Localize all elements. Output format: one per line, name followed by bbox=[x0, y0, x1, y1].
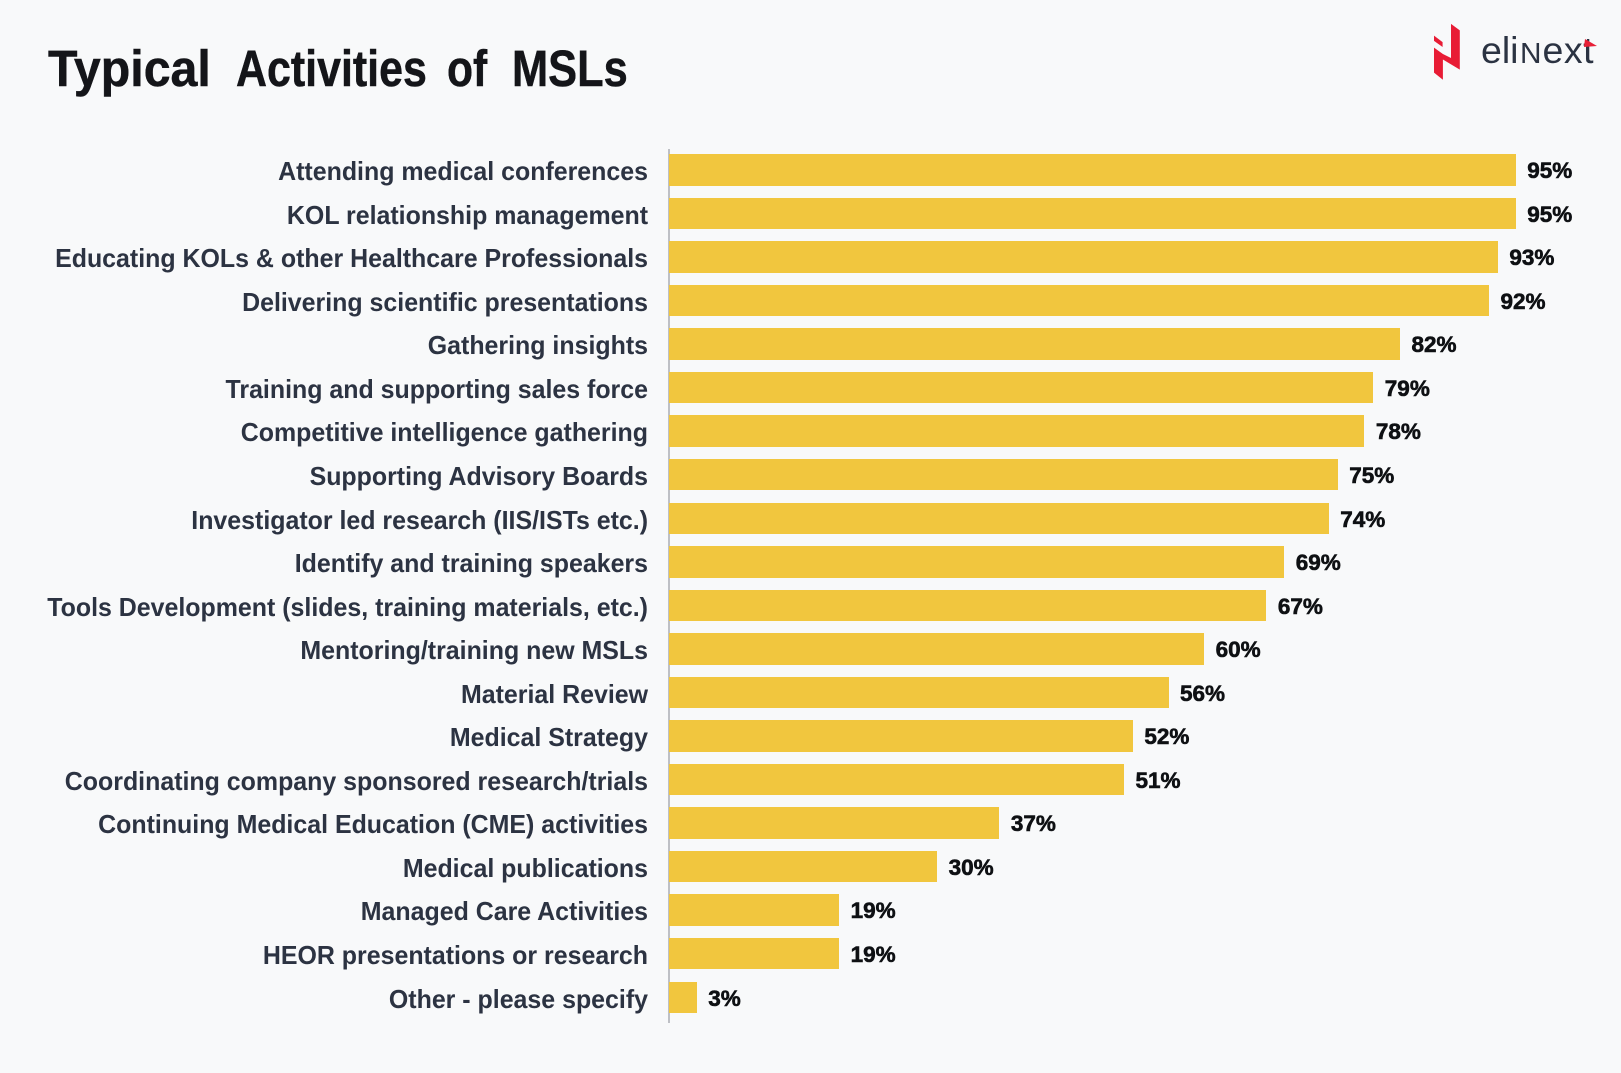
svg-text:N: N bbox=[1520, 38, 1542, 70]
svg-text:eli: eli bbox=[1481, 29, 1519, 71]
svg-text:ext: ext bbox=[1543, 29, 1595, 71]
